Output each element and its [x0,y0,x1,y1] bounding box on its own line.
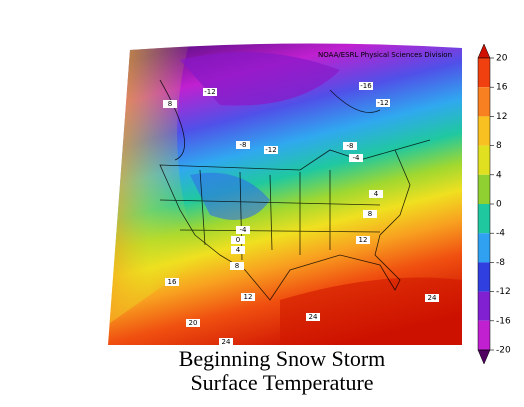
colorbar-segment [478,174,490,204]
colorbar-segment [478,204,490,234]
contour-label-box [369,190,383,198]
contour-label: 20 [189,319,198,327]
colorbar-tick-label: 20 [496,54,508,64]
contour-label: -8 [240,141,247,149]
colorbar-segment [478,291,490,321]
contour-label: -16 [360,82,372,90]
contour-label-box [356,236,370,244]
contour-label: 16 [168,278,177,286]
temperature-map [108,43,462,346]
contour-label: -4 [240,226,248,234]
colorbar-tick-label: -12 [496,287,511,297]
contour-label: -8 [347,142,354,150]
contour-label: 4 [236,246,241,254]
colorbar-end [477,349,491,365]
colorbar-tick-label: -20 [496,346,511,356]
colorbar-end [477,43,491,59]
colorbar-tick-label: 4 [496,170,502,180]
contour-label-box [236,226,250,234]
contour-label: 8 [168,100,172,108]
colorbar-tick-label: -16 [496,316,511,326]
title-line-1: Beginning Snow Storm [179,346,386,371]
contour-label-box [349,154,363,162]
contour-label-box [343,142,357,150]
contour-label-box [186,319,200,327]
contour-label: 8 [235,262,239,270]
contour-label: 24 [309,313,318,321]
contour-label-box [425,294,439,302]
colorbar-segment [478,145,490,175]
colorbar: 20 16 12 8 4 0 -4 -8 -12 -16 -20 [477,43,511,365]
contour-label: 12 [359,236,368,244]
colorbar-tick-label: 0 [496,200,502,210]
contour-label: 24 [428,294,437,302]
colorbar-tick-label: 12 [496,112,507,122]
contour-label-box [264,146,278,154]
contour-label-box [241,293,255,301]
colorbar-segment [478,116,490,146]
contour-label: 4 [374,190,379,198]
contour-label-box [376,99,390,107]
contour-label-box [230,262,244,270]
contour-label: 12 [244,293,253,301]
contour-label-box [306,313,320,321]
contour-label: -4 [353,154,361,162]
contour-label: -12 [265,146,276,154]
contour-label-box [163,100,177,108]
colorbar-tick-label: 16 [496,83,508,93]
contour-label-box [231,246,245,254]
colorbar-tick-label: -8 [496,258,505,268]
contour-label: 0 [236,236,240,244]
colorbar-segment [478,233,490,263]
colorbar-tick-label: -4 [496,229,505,239]
contour-label-box [165,278,179,286]
contour-label-box [236,141,250,149]
colorbar-tick-label: 8 [496,141,502,151]
colorbar-segment [478,87,490,117]
colorbar-segment [478,262,490,292]
colorbar-segment [478,58,490,88]
contour-label: -12 [204,88,215,96]
contour-label-box [231,236,245,244]
contour-label-box [359,82,373,90]
contour-label-box [203,88,217,96]
credit: NOAA/ESRL Physical Sciences Division [318,51,452,59]
contour-label: -12 [377,99,388,107]
contour-label: 24 [222,338,231,346]
colorbar-segment [478,320,490,350]
title-line-2: Surface Temperature [190,370,373,395]
contour-label-box [363,210,377,218]
contour-label-box [219,338,233,346]
contour-label: 8 [368,210,372,218]
